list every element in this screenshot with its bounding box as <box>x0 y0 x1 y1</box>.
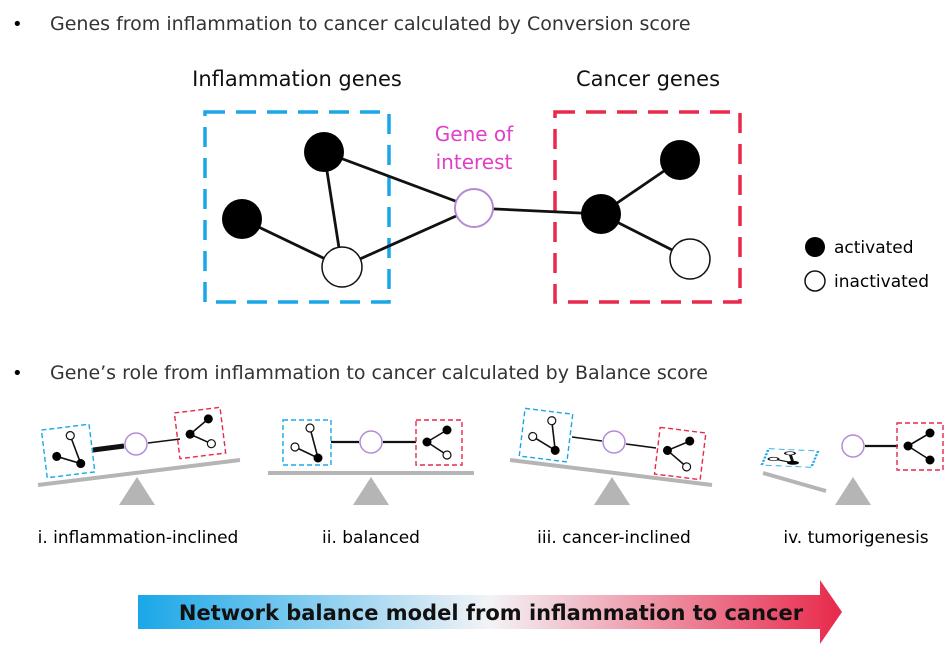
mini-gene-of-interest <box>602 430 626 454</box>
inflammation-node-bottom-inactivated <box>321 246 363 288</box>
mini-cancer-box <box>896 422 944 471</box>
mini-inflammation-box <box>518 407 574 463</box>
gene-of-interest-node <box>454 188 494 228</box>
edge-interest-to-cancer-center <box>473 206 602 216</box>
mini-gene-of-interest <box>359 430 383 454</box>
mini-gene-of-interest <box>124 432 148 456</box>
seesaw-beam <box>37 458 241 487</box>
fulcrum <box>119 477 155 505</box>
gene-of-interest-label-line2: interest <box>436 150 513 174</box>
banner-arrow: Network balance model from inflammation … <box>138 580 842 644</box>
mini-cancer-box <box>653 426 707 481</box>
panel-label: i. inflammation-inclined <box>38 528 239 548</box>
seesaw-beam <box>509 458 713 487</box>
legend-inactivated-label: inactivated <box>834 272 929 292</box>
mini-inflammation-box <box>282 419 332 466</box>
legend-inactivated-icon <box>804 270 826 292</box>
panel-balanced: ii. balanced <box>268 419 474 548</box>
legend-activated-label: activated <box>834 238 914 258</box>
panel-inflammation-inclined: i. inflammation-inclined <box>37 406 241 548</box>
fulcrum <box>594 477 630 505</box>
mini-gene-of-interest <box>841 434 865 458</box>
panel-tumorigenesis: iv. tumorigenesis <box>760 422 944 548</box>
fulcrum <box>353 477 389 505</box>
cancer-genes-box <box>553 110 742 304</box>
banner-text: Network balance model from inflammation … <box>179 601 804 625</box>
cancer-node-center-activated <box>581 194 621 234</box>
edge-top-to-interest <box>323 150 475 210</box>
inflammation-genes-label: Inflammation genes <box>192 67 402 91</box>
gene-of-interest-label-line1: Gene of <box>435 122 514 146</box>
mini-inflammation-box <box>40 423 96 479</box>
mini-cancer-box <box>173 406 227 460</box>
section2-title: Gene’s role from inflammation to cancer … <box>50 362 708 384</box>
cancer-node-bottom-inactivated <box>669 238 711 280</box>
edge-thick <box>92 443 125 453</box>
panel-cancer-inclined: iii. cancer-inclined <box>509 407 713 548</box>
mini-inflammation-box-collapsed <box>760 448 820 468</box>
inflammation-node-top-activated <box>304 132 344 172</box>
cancer-genes-label: Cancer genes <box>576 67 720 91</box>
edge-left <box>571 436 603 442</box>
edge-bottom-to-interest <box>341 206 475 269</box>
panel-label: iii. cancer-inclined <box>537 528 691 548</box>
fulcrum <box>835 477 871 505</box>
legend-activated-icon <box>805 237 825 257</box>
cancer-node-top-activated <box>660 140 700 180</box>
section1-title: Genes from inflammation to cancer calcul… <box>50 13 691 35</box>
inflammation-node-left-activated <box>222 199 262 239</box>
mini-cancer-box <box>415 419 463 466</box>
inflammation-genes-box <box>203 110 391 304</box>
panel-label: iv. tumorigenesis <box>783 528 928 548</box>
bullet-1: • <box>12 14 23 35</box>
edge-right <box>625 443 657 449</box>
panel-label: ii. balanced <box>322 528 420 548</box>
edge-thin <box>147 438 181 444</box>
seesaw-beam-broken <box>762 471 827 493</box>
bullet-2: • <box>12 363 23 384</box>
